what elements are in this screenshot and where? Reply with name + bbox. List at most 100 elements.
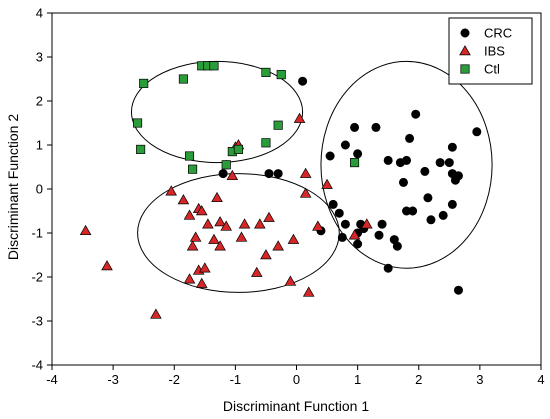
crc-point — [264, 169, 274, 179]
crc-point — [273, 169, 283, 179]
crc-point — [420, 166, 430, 176]
crc-point — [453, 171, 463, 181]
x-tick-label: 2 — [415, 372, 422, 387]
x-tick-label: 3 — [476, 372, 483, 387]
y-tick-label: -1 — [31, 226, 43, 241]
legend-marker-crc — [460, 28, 470, 38]
ibs-point — [299, 167, 312, 178]
crc-point — [447, 199, 457, 209]
ctl-point — [261, 67, 271, 77]
x-tick-label: -3 — [107, 372, 119, 387]
ibs-point — [260, 249, 272, 260]
ibs-point — [165, 185, 177, 196]
x-tick-label: 0 — [293, 372, 300, 387]
crc-point — [435, 158, 445, 168]
ibs-point — [195, 205, 208, 216]
ctl-point — [276, 70, 286, 80]
ibs-point — [321, 178, 333, 189]
ibs-point — [177, 194, 190, 205]
crc-point — [353, 149, 363, 159]
crc-point — [374, 230, 384, 240]
ibs-point — [199, 262, 211, 273]
crc-point — [402, 155, 412, 165]
ellipse-crc — [320, 60, 493, 269]
ibs-point — [79, 224, 92, 236]
crc-point — [411, 109, 421, 119]
ctl-point — [136, 144, 146, 154]
legend-label-crc: CRC — [484, 26, 512, 41]
legend-marker-ibs — [459, 45, 471, 56]
ctl-point — [133, 118, 143, 128]
y-tick-label: 1 — [36, 138, 43, 153]
ctl-point — [273, 120, 283, 130]
ibs-point — [263, 211, 275, 222]
x-tick-label: -4 — [46, 372, 58, 387]
ibs-point — [220, 220, 233, 231]
ellipse-ibs — [137, 173, 340, 293]
ibs-point — [150, 308, 162, 319]
crc-point — [383, 155, 393, 165]
ctl-point — [184, 151, 195, 161]
ibs-point — [214, 216, 226, 227]
y-tick-label: 3 — [36, 50, 43, 65]
ibs-point — [214, 240, 226, 251]
ibs-point — [312, 220, 324, 231]
ctl-point — [178, 74, 188, 84]
legend-marker-ctl — [460, 64, 470, 74]
ibs-point — [250, 266, 263, 277]
crc-point — [334, 208, 344, 218]
crc-point — [328, 199, 338, 209]
ibs-point — [183, 273, 196, 284]
crc-point — [444, 158, 454, 168]
point-layer — [79, 61, 482, 319]
ctl-point — [188, 164, 198, 174]
crc-point — [377, 219, 387, 229]
legend-label-ctl: Ctl — [484, 62, 500, 77]
crc-point — [453, 285, 463, 295]
legend-label-ibs: IBS — [484, 44, 505, 59]
crc-point — [472, 127, 482, 137]
ibs-point — [226, 169, 239, 181]
ctl-point — [261, 138, 271, 148]
ibs-point — [101, 260, 113, 271]
ibs-point — [211, 191, 223, 203]
axis-layer: -4 -3 -2 -1 0 1 2 3 4 -4 -3 -2 -1 0 1 2 3 4 — [31, 6, 544, 388]
ibs-point — [238, 218, 251, 229]
crc-point — [298, 76, 308, 86]
y-tick-label: -4 — [31, 358, 43, 373]
ibs-point — [202, 218, 214, 229]
crc-point — [340, 140, 350, 150]
crc-point — [423, 193, 433, 203]
crc-point — [371, 122, 381, 132]
ibs-point — [287, 233, 300, 244]
crc-point — [408, 206, 418, 216]
crc-point — [337, 232, 347, 242]
ibs-point — [254, 218, 266, 229]
crc-point — [325, 151, 335, 161]
ctl-point — [139, 78, 149, 88]
ibs-point — [208, 233, 220, 244]
crc-point — [340, 219, 350, 229]
ibs-point — [195, 277, 208, 288]
x-tick-label: 1 — [354, 372, 361, 387]
crc-point — [353, 239, 363, 249]
crc-point — [383, 263, 393, 273]
y-tick-label: 0 — [36, 182, 43, 197]
crc-point — [447, 142, 457, 152]
ibs-point — [293, 112, 306, 123]
x-axis-title: Discriminant Function 1 — [223, 398, 369, 414]
crc-point — [350, 122, 360, 132]
crc-point — [405, 133, 415, 143]
y-tick-label: 2 — [36, 94, 43, 109]
ellipse-layer — [130, 60, 493, 293]
crc-point — [218, 169, 228, 179]
ctl-point — [209, 61, 219, 71]
ibs-point — [360, 218, 373, 229]
legend: CRC IBS Ctl — [448, 17, 533, 85]
ibs-point — [189, 231, 202, 242]
x-tick-label: 4 — [537, 372, 544, 387]
ibs-point — [284, 275, 297, 286]
crc-point — [438, 210, 448, 220]
y-tick-label: 4 — [36, 6, 43, 21]
